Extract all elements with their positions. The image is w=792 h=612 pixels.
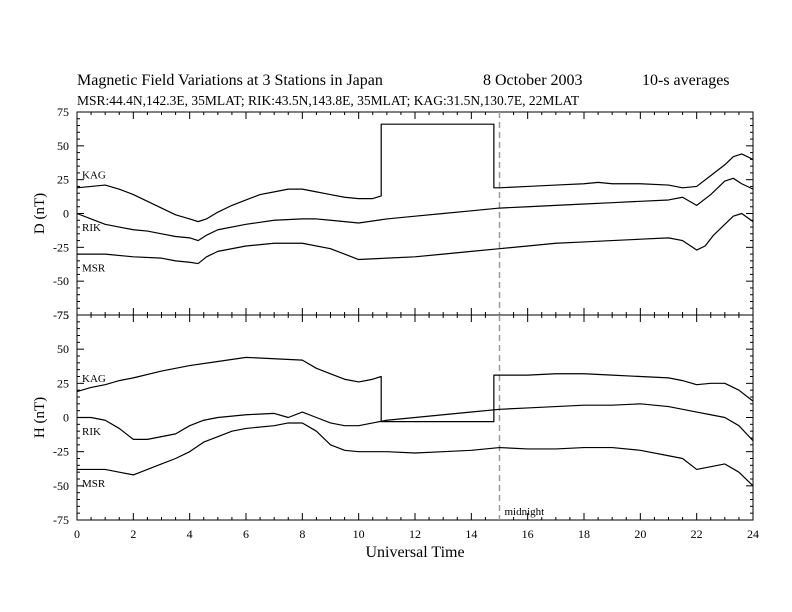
series-line-rik <box>76 177 754 242</box>
y-tick-label: -25 <box>53 445 69 459</box>
series-label-rik: RIK <box>82 426 101 438</box>
panel-d: 75 50 25 0 -25 -50 -75 D (nT) KAG RIK MSR <box>32 105 754 322</box>
y-tick-label: -75 <box>53 513 69 527</box>
chart-title: Magnetic Field Variations at 3 Stations … <box>77 72 383 89</box>
y-axis-label: D (nT) <box>32 193 48 234</box>
x-tick-label: 22 <box>691 527 703 541</box>
x-tick-label: 14 <box>465 527 477 541</box>
x-tick-label: 2 <box>130 527 136 541</box>
y-tick-label: -25 <box>53 240 69 254</box>
y-tick-label: 75 <box>57 105 69 119</box>
chart-subtitle: MSR:44.4N,142.3E, 35MLAT; RIK:43.5N,143.… <box>77 93 580 108</box>
series-label-msr: MSR <box>82 478 106 490</box>
series-line-msr <box>77 212 754 265</box>
series-line-kag <box>76 123 754 223</box>
y-tick-label: 0 <box>63 207 69 221</box>
series-label-kag: KAG <box>82 169 106 181</box>
y-axis-label: H (nT) <box>32 397 48 438</box>
y-tick-label: 50 <box>57 342 69 356</box>
x-tick-label: 6 <box>243 527 249 541</box>
y-tick-label: 50 <box>57 139 69 153</box>
midnight-label: midnight <box>505 506 545 518</box>
series-label-kag: KAG <box>82 373 106 385</box>
series-label-rik: RIK <box>82 222 101 234</box>
x-tick-label: 4 <box>187 527 193 541</box>
x-tick-label: 8 <box>299 527 305 541</box>
x-axis-label: Universal Time <box>365 544 464 561</box>
series-line-msr <box>77 422 754 487</box>
y-tick-label: 0 <box>63 411 69 425</box>
y-tick-label: 75 <box>57 308 69 322</box>
y-tick-label: -75 <box>53 308 69 322</box>
series-label-msr: MSR <box>82 263 106 275</box>
chart-date: 8 October 2003 <box>483 72 583 89</box>
plot-frame <box>76 111 754 316</box>
x-tick-label: 24 <box>747 527 759 541</box>
x-tick-label: 10 <box>353 527 365 541</box>
y-tick-label: 25 <box>57 376 69 390</box>
series-line-rik <box>77 403 754 442</box>
x-tick-label: 12 <box>409 527 421 541</box>
chart-averaging: 10-s averages <box>642 72 730 89</box>
series-line-kag <box>76 356 754 423</box>
x-tick-label: 0 <box>74 527 80 541</box>
y-tick-label: -50 <box>53 479 69 493</box>
x-tick-label: 20 <box>634 527 646 541</box>
y-tick-label: -50 <box>53 274 69 288</box>
x-tick-label: 18 <box>578 527 590 541</box>
y-tick-label: 25 <box>57 173 69 187</box>
x-tick-label: 16 <box>522 527 534 541</box>
